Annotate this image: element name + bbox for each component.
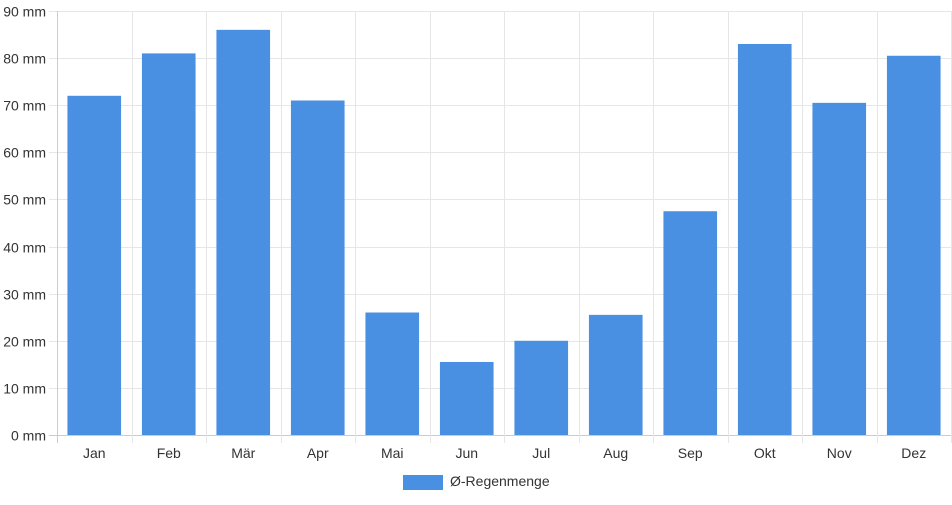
bar — [588, 314, 643, 435]
y-tick-label: 30 mm — [3, 287, 46, 303]
bar — [812, 102, 867, 435]
x-tick-label: Nov — [827, 445, 852, 461]
y-tick-label: 60 mm — [3, 145, 46, 161]
y-tick-label: 90 mm — [3, 4, 46, 20]
legend-swatch[interactable] — [403, 475, 443, 490]
y-tick-label: 0 mm — [11, 428, 46, 444]
bar — [737, 43, 792, 435]
legend[interactable]: Ø-Regenmenge — [403, 473, 550, 490]
y-tick-label: 40 mm — [3, 240, 46, 256]
x-tick-label: Sep — [678, 445, 703, 461]
bar — [290, 100, 345, 435]
x-tick-label: Aug — [603, 445, 628, 461]
bar-layer — [67, 29, 941, 436]
x-tick-label: Apr — [307, 445, 329, 461]
x-tick-label: Okt — [754, 445, 776, 461]
y-tick-label: 50 mm — [3, 192, 46, 208]
x-tick-label: Mär — [231, 445, 255, 461]
bar — [514, 340, 569, 435]
bar — [365, 312, 420, 435]
bar — [886, 55, 941, 435]
x-tick-label: Jun — [455, 445, 478, 461]
legend-label[interactable]: Ø-Regenmenge — [450, 473, 550, 489]
axis-layer: 0 mm 10 mm 20 mm 30 mm 40 mm 50 mm 60 mm 70 mm 8… — [3, 4, 926, 462]
y-tick-label: 20 mm — [3, 334, 46, 350]
bar — [141, 53, 196, 436]
x-tick-label: Jul — [532, 445, 550, 461]
y-tick-label: 80 mm — [3, 51, 46, 67]
y-tick-label: 10 mm — [3, 381, 46, 397]
bar — [67, 95, 122, 436]
bar — [439, 361, 494, 435]
x-tick-label: Dez — [901, 445, 926, 461]
x-tick-label: Mai — [381, 445, 404, 461]
bar — [216, 29, 271, 435]
y-tick-label: 70 mm — [3, 98, 46, 114]
x-tick-label: Jan — [83, 445, 106, 461]
bar — [663, 211, 718, 435]
x-tick-label: Feb — [157, 445, 181, 461]
